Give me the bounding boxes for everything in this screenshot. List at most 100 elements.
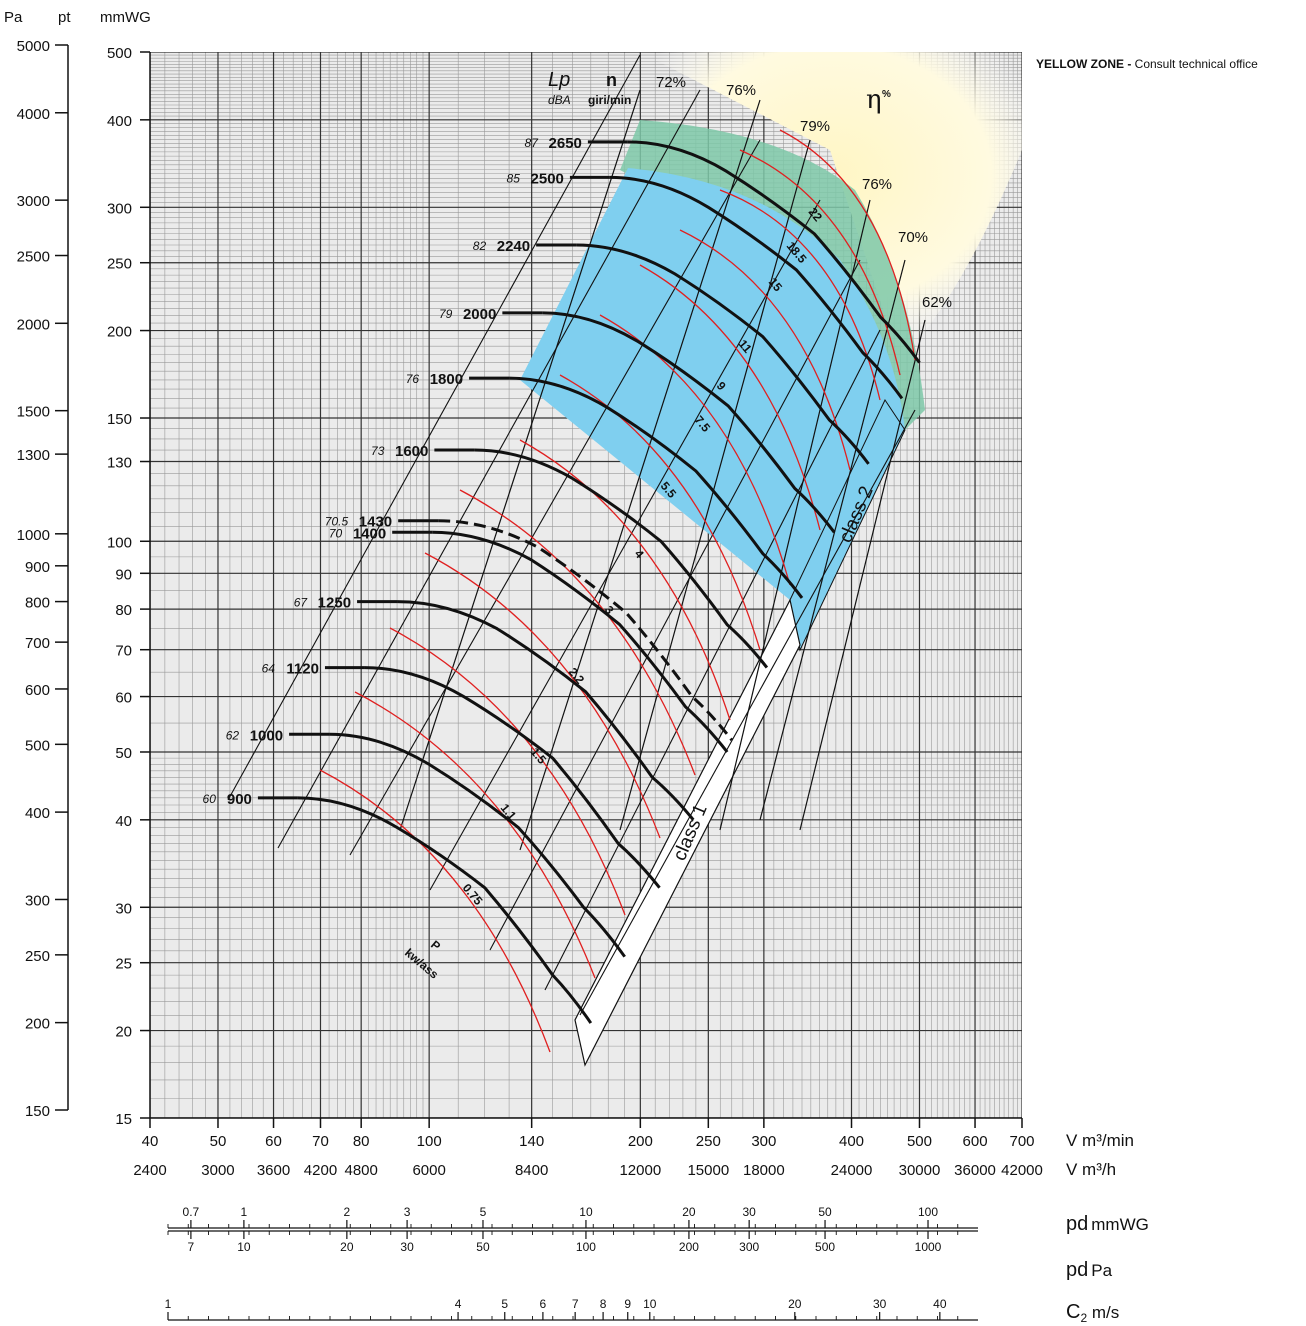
n-label: n <box>606 70 617 90</box>
bottom-label: 500 <box>815 1240 835 1254</box>
y-label-mmwg: 130 <box>107 455 132 472</box>
y-label-pa: 200 <box>25 1016 50 1033</box>
x-label-h: 42000 <box>1001 1162 1043 1179</box>
y-label-pa: 2500 <box>17 249 50 266</box>
rpm-label-1600: 1600 <box>395 443 428 460</box>
y-label-pa: 1000 <box>17 527 50 544</box>
x-label-h: 36000 <box>954 1162 996 1179</box>
bottom-label: 0.7 <box>183 1205 200 1219</box>
system-line <box>277 89 701 849</box>
c2-label: C2 m/s <box>1066 1301 1119 1325</box>
rpm-label-1250: 1250 <box>318 595 351 612</box>
efficiency-line <box>799 319 926 831</box>
system-line <box>544 329 881 991</box>
speed-curve-1800 <box>509 376 804 599</box>
y-label-mmwg: 100 <box>107 534 132 551</box>
bottom-label: 7 <box>572 1297 579 1311</box>
bottom-label: 100 <box>576 1240 596 1254</box>
y-label-mmwg: 150 <box>107 411 132 428</box>
c2-unit: m/s <box>1087 1303 1119 1322</box>
x-label-h: 24000 <box>831 1162 873 1179</box>
x-label-h: 18000 <box>743 1162 785 1179</box>
bottom-label: 10 <box>643 1297 657 1311</box>
x-label-min: 70 <box>312 1133 329 1150</box>
bottom-label: 30 <box>742 1205 756 1219</box>
x-label-h: 12000 <box>619 1162 661 1179</box>
x-label-min: 400 <box>839 1133 864 1150</box>
power-line <box>519 439 731 721</box>
bottom-label: 50 <box>818 1205 832 1219</box>
bottom-label: 30 <box>400 1240 414 1254</box>
dba-label: dBA <box>548 93 571 107</box>
yellow-zone-title: YELLOW ZONE <box>1036 57 1124 71</box>
yellow-zone-dash: - <box>1124 57 1135 71</box>
bottom-label: 200 <box>679 1240 699 1254</box>
lp-label-1120: 64 <box>262 662 276 676</box>
rpm-label-2240: 2240 <box>497 238 530 255</box>
c2-c: C <box>1066 1301 1080 1323</box>
c2-sub: 2 <box>1080 1311 1087 1325</box>
y-label-mmwg: 15 <box>115 1111 132 1128</box>
y-label-mmwg: 400 <box>107 113 132 130</box>
bottom-label: 9 <box>624 1297 631 1311</box>
bottom-label: 8 <box>600 1297 607 1311</box>
y-label-mmwg: 500 <box>107 45 132 62</box>
rpm-label-1430: 1430 <box>359 514 392 531</box>
y-label-mmwg: 50 <box>115 745 132 762</box>
lp-label-1400: 70 <box>329 526 343 540</box>
rpm-label-2650: 2650 <box>549 135 582 152</box>
lp-label-1000: 62 <box>226 728 240 742</box>
axes <box>55 44 1023 1128</box>
x-label-h: 3000 <box>201 1162 234 1179</box>
x-label-min: 60 <box>265 1133 282 1150</box>
bottom-label: 40 <box>933 1297 947 1311</box>
x-label-min: 300 <box>751 1133 776 1150</box>
speed-curves: 900 60 1000 62 1120 64 1250 67 1400 70 1430 70.5 160… <box>203 135 921 1024</box>
y-label-pa: 1500 <box>17 404 50 421</box>
efficiency-line <box>519 99 761 851</box>
bottom-label: 20 <box>788 1297 802 1311</box>
y-label-mmwg: 90 <box>115 566 132 583</box>
pd-pa-label: pd Pa <box>1066 1259 1113 1281</box>
bottom-label: 30 <box>873 1297 887 1311</box>
x-label-min: 500 <box>907 1133 932 1150</box>
lp-label-1600: 73 <box>371 444 385 458</box>
pd-mmwg-pd: pd <box>1066 1213 1088 1235</box>
yellow-zone-text: Consult technical office <box>1135 57 1259 71</box>
system-line <box>349 139 761 856</box>
labels: 15 20 25 30 40 50 60 70 80 90 100 130 150 200 250 300 40… <box>17 38 1043 1179</box>
x-label-min: 50 <box>210 1133 227 1150</box>
lp-label-2240: 82 <box>473 239 487 253</box>
bottom-label: 3 <box>404 1205 411 1219</box>
power-line <box>319 769 551 1053</box>
speed-curve-1430 <box>438 519 733 741</box>
efficiency-label: 70% <box>898 229 928 246</box>
y-label-mmwg: 60 <box>115 690 132 707</box>
x-label-h: 30000 <box>899 1162 941 1179</box>
system-line <box>429 199 821 891</box>
pd-pa-unit: Pa <box>1091 1261 1112 1280</box>
x-label-h: 4800 <box>344 1162 377 1179</box>
bottom-label: 5 <box>501 1297 508 1311</box>
speed-curve-1400 <box>432 530 729 753</box>
speed-curve-2500 <box>609 175 904 400</box>
x-label-min: 250 <box>696 1133 721 1150</box>
pd-mmwg-label: pd mmWG <box>1066 1213 1149 1235</box>
x-label-h: 6000 <box>412 1162 445 1179</box>
zones <box>520 52 1022 1067</box>
eta-percent: % <box>882 89 891 100</box>
y-label-pa: 3000 <box>17 193 50 210</box>
yellow-zone <box>640 52 1022 360</box>
y-label-pa: 150 <box>25 1103 50 1120</box>
bottom-label: 10 <box>579 1205 593 1219</box>
y-label-mmwg: 70 <box>115 643 132 660</box>
y-label-pa: 700 <box>25 635 50 652</box>
system-line <box>227 54 641 801</box>
x-label-h: 3600 <box>257 1162 290 1179</box>
class-2-zone <box>520 168 905 650</box>
y-label-mmwg: 80 <box>115 602 132 619</box>
power-line <box>639 264 821 531</box>
header-pa: Pa <box>4 9 23 26</box>
speed-curve-900 <box>297 796 593 1024</box>
